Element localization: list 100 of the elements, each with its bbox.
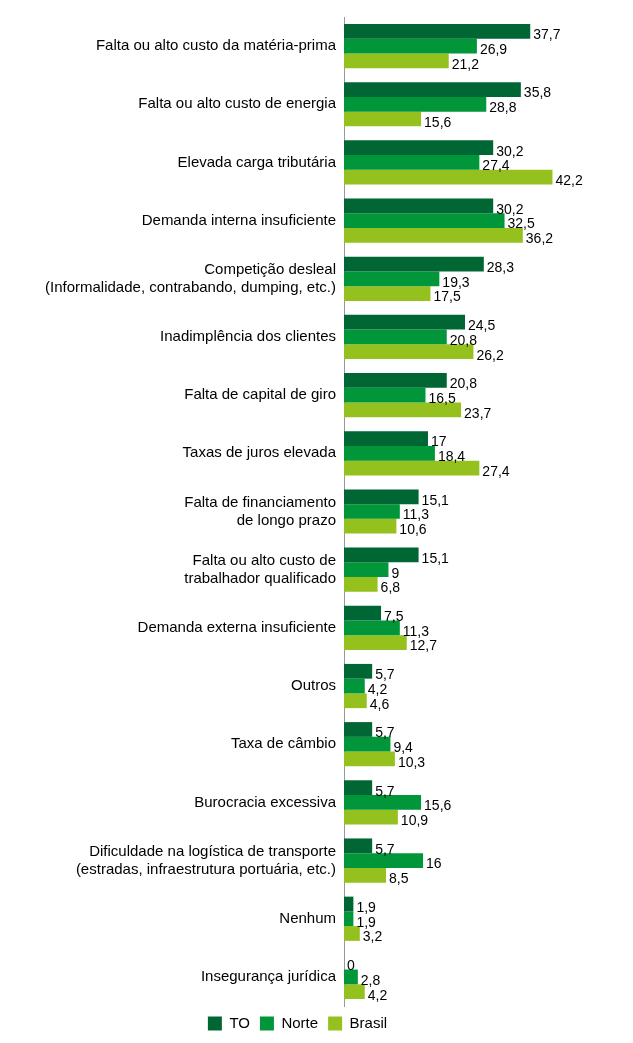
bar — [344, 911, 354, 927]
data-label: 15,1 — [421, 491, 450, 508]
data-label: 12,7 — [409, 637, 438, 654]
data-label: 17,5 — [433, 288, 461, 305]
data-label: 42,2 — [555, 172, 583, 189]
bar — [344, 518, 397, 534]
y-tick-label: Demanda externa insuficiente — [137, 617, 336, 635]
data-label: 4,2 — [367, 986, 388, 1003]
bar — [344, 38, 477, 54]
bar — [344, 445, 435, 461]
legend-label: TO — [229, 1013, 250, 1031]
data-label: 6,8 — [380, 579, 401, 596]
data-label: 9,4 — [393, 739, 414, 756]
data-label: 3,2 — [362, 928, 383, 945]
y-tick-label: Outros — [290, 676, 336, 694]
data-label: 23,7 — [464, 404, 492, 421]
data-label: 37,7 — [533, 26, 561, 43]
y-tick-label: Elevada carga tributária — [177, 152, 337, 170]
data-label: 27,4 — [482, 157, 510, 174]
data-label: 4,6 — [369, 695, 390, 712]
data-label: 11,3 — [402, 622, 430, 639]
data-label: 10,6 — [399, 521, 427, 538]
bar — [344, 53, 449, 69]
bar — [344, 329, 447, 345]
y-tick-label: Falta ou alto custo da matéria-prima — [95, 36, 337, 54]
data-label: 27,4 — [482, 462, 510, 479]
bar — [344, 577, 378, 592]
bar — [344, 663, 373, 679]
bar — [344, 373, 447, 388]
y-tick-label: Insegurança jurídica — [200, 967, 337, 985]
data-label: 30,2 — [496, 142, 524, 159]
bar — [344, 547, 419, 563]
bar — [344, 562, 389, 578]
bar — [344, 256, 484, 272]
bar — [344, 969, 358, 985]
bar — [344, 271, 440, 287]
legend-label: Norte — [281, 1013, 319, 1031]
data-label: 8,5 — [388, 870, 409, 887]
y-tick-label: Falta ou alto custo de trabalhador qualificado — [184, 550, 336, 586]
data-label: 36,2 — [525, 230, 554, 247]
data-label: 21,2 — [451, 55, 480, 72]
bar — [344, 23, 531, 39]
data-label: 2,8 — [360, 971, 381, 988]
bar — [344, 780, 373, 796]
bar — [344, 751, 395, 767]
legend-label: Brasil — [349, 1013, 388, 1031]
bar — [344, 96, 487, 112]
data-label: 15,1 — [421, 549, 450, 566]
bar — [344, 678, 365, 694]
data-label: 15,6 — [424, 113, 452, 130]
data-label: 5,7 — [375, 782, 395, 799]
y-tick-label: Burocracia excessiva — [194, 792, 337, 810]
bar — [344, 140, 494, 156]
bar — [344, 896, 354, 912]
y-tick-label: Dificuldade na logística de transporte (estradas, infraestrutura portuária, etc.) — [75, 841, 336, 877]
bar — [344, 198, 494, 214]
data-label: 18,4 — [437, 448, 466, 465]
data-label: 5,7 — [375, 840, 395, 857]
data-label: 7,5 — [384, 607, 404, 624]
data-label: 16 — [426, 855, 442, 872]
data-label: 35,8 — [523, 84, 552, 101]
bar — [344, 431, 428, 446]
y-tick-label: Demanda interna insuficiente — [141, 210, 336, 228]
y-tick-label: Falta ou alto custo de energia — [138, 94, 337, 112]
bar — [344, 286, 431, 301]
data-label: 26,9 — [479, 40, 508, 57]
data-label: 26,2 — [476, 346, 504, 363]
data-label: 20,8 — [449, 375, 478, 392]
data-label: 4,2 — [367, 680, 388, 697]
bar — [344, 82, 521, 97]
bar — [344, 504, 400, 519]
bar — [344, 722, 373, 737]
y-tick-label: Inadimplência dos clientes — [160, 327, 336, 345]
data-label: 1,9 — [356, 898, 377, 915]
bar — [344, 605, 382, 621]
data-label: 11,3 — [402, 506, 430, 523]
bar — [344, 867, 386, 883]
bar — [344, 314, 466, 330]
bar — [344, 809, 398, 825]
bar — [344, 155, 480, 170]
y-tick-label: Competição desleal (Informalidade, contrabando, dumping, etc.) — [45, 259, 336, 295]
data-label: 30,2 — [496, 200, 524, 217]
y-tick-label: Taxas de juros elevada — [182, 443, 337, 461]
data-label: 28,3 — [486, 258, 515, 275]
bar — [344, 489, 419, 505]
y-tick-label: Nenhum — [279, 908, 336, 926]
bar — [344, 111, 422, 127]
data-label: 5,7 — [375, 666, 395, 683]
y-tick-label: Taxa de câmbio — [230, 734, 336, 752]
y-tick-label: Falta de capital de giro — [184, 385, 336, 403]
data-label: 5,7 — [375, 724, 395, 741]
data-label: 19,3 — [442, 273, 470, 290]
data-label: 9 — [391, 564, 400, 581]
data-label: 15,6 — [424, 797, 452, 814]
bar — [344, 387, 426, 403]
data-label: 17 — [430, 433, 447, 450]
bar — [344, 838, 373, 854]
data-label: 10,3 — [397, 753, 426, 770]
bar — [344, 693, 367, 709]
data-label: 10,9 — [400, 811, 429, 828]
